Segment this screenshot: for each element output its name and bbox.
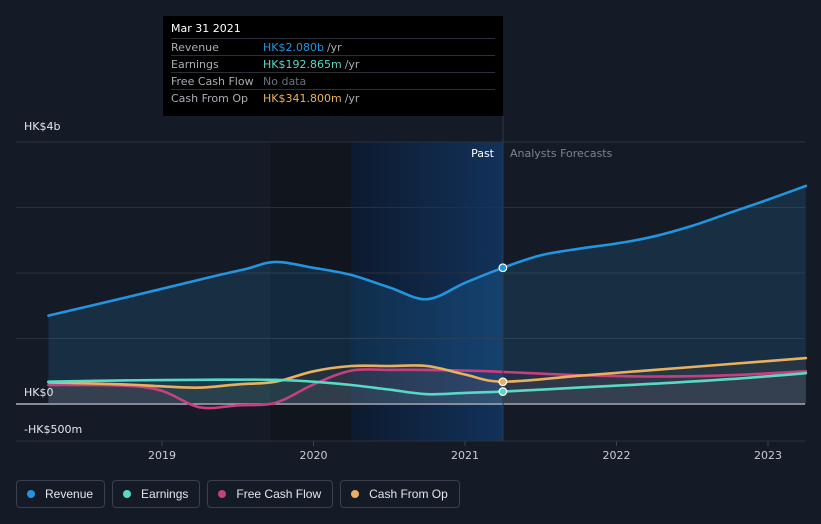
cash-from-op-area — [48, 358, 806, 404]
tooltip-unit: /yr — [344, 91, 360, 105]
tooltip-value: HK$192.865m — [263, 57, 342, 71]
legend-label: Revenue — [45, 487, 94, 501]
revenue-line — [47, 184, 808, 317]
x-tick-label: 2023 — [754, 449, 782, 462]
pre-past-shade — [270, 142, 351, 441]
legend-cash-from-op-button[interactable]: Cash From Op — [340, 480, 460, 508]
forecast-label: Analysts Forecasts — [510, 147, 613, 160]
tooltip-label: Earnings — [171, 57, 219, 71]
x-tick-label: 2020 — [300, 449, 328, 462]
cash-from-op-marker — [498, 377, 508, 387]
legend-label: Earnings — [141, 487, 189, 501]
cash-from-op-line — [47, 356, 808, 389]
tooltip-row-free-cash-flow: Free Cash Flow No data — [171, 72, 495, 89]
axis: HK$4b HK$0 -HK$500m 2019 2020 2021 2022 2023 — [24, 120, 782, 462]
y-axis-label: -HK$500m — [24, 423, 82, 436]
series-lines — [47, 184, 808, 410]
tooltip-label: Cash From Op — [171, 91, 249, 105]
free-cash-flow-line — [47, 368, 808, 410]
revenue-dot-icon — [27, 490, 35, 498]
tooltip-value: HK$341.800m — [263, 91, 342, 105]
legend: Revenue Earnings Free Cash Flow Cash Fro… — [16, 480, 460, 508]
tooltip-date: Mar 31 2021 — [171, 22, 241, 35]
earnings-line — [47, 371, 808, 396]
earnings-dot-icon — [123, 490, 132, 498]
tooltip-row-revenue: Revenue HK$2.080b /yr — [171, 38, 495, 55]
free-cash-flow-area — [48, 369, 806, 409]
tooltip-unit: /yr — [326, 40, 342, 54]
legend-free-cash-flow-button[interactable]: Free Cash Flow — [207, 480, 334, 508]
x-tick-label: 2019 — [148, 449, 176, 462]
series-markers — [498, 263, 508, 396]
cash-from-op-dot-icon — [351, 490, 360, 498]
y-axis-label: HK$4b — [24, 120, 60, 133]
tooltip: Mar 31 2021 Revenue HK$2.080b /yr Earnin… — [163, 16, 503, 116]
past-label: Past — [471, 147, 495, 160]
tooltip-label: Revenue — [171, 40, 219, 54]
x-tick-label: 2022 — [603, 449, 631, 462]
tooltip-row-earnings: Earnings HK$192.865m /yr — [171, 55, 495, 72]
revenue-area — [48, 185, 806, 404]
free-cash-flow-dot-icon — [218, 490, 227, 498]
revenue-marker — [498, 263, 508, 273]
y-axis-label: HK$0 — [24, 386, 53, 399]
tooltip-value: HK$2.080b — [263, 40, 324, 54]
legend-label: Cash From Op — [369, 487, 448, 501]
tooltip-value: No data — [263, 74, 307, 88]
x-tick-label: 2021 — [451, 449, 479, 462]
tooltip-row-cash-from-op: Cash From Op HK$341.800m /yr — [171, 89, 495, 106]
legend-revenue-button[interactable]: Revenue — [16, 480, 106, 508]
past-region — [351, 142, 503, 441]
earnings-marker — [498, 387, 508, 396]
tooltip-label: Free Cash Flow — [171, 74, 254, 88]
legend-label: Free Cash Flow — [236, 487, 322, 501]
legend-earnings-button[interactable]: Earnings — [112, 480, 201, 508]
tooltip-unit: /yr — [344, 57, 360, 71]
grid — [16, 141, 805, 442]
